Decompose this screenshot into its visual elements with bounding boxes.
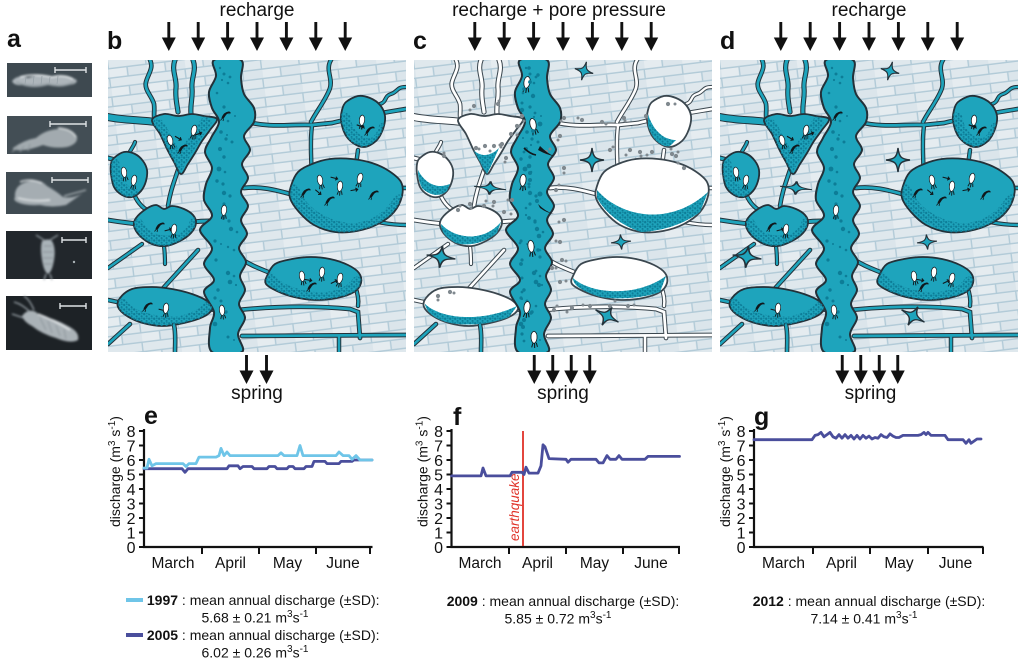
svg-text:2: 2: [434, 511, 443, 528]
svg-text:May: May: [273, 555, 303, 572]
svg-text:May: May: [580, 555, 610, 572]
svg-text:1: 1: [737, 526, 746, 543]
svg-text:5: 5: [737, 468, 746, 485]
svg-text:2: 2: [127, 511, 136, 528]
svg-text:March: March: [458, 555, 501, 572]
svg-text:0: 0: [127, 540, 136, 557]
svg-text:4: 4: [434, 482, 443, 499]
svg-text:discharge (m3 s-1): discharge (m3 s-1): [717, 416, 733, 527]
svg-text:3: 3: [737, 497, 746, 514]
svg-text:7: 7: [737, 439, 746, 456]
svg-text:March: March: [151, 555, 194, 572]
svg-text:April: April: [826, 555, 857, 572]
svg-text:discharge (m3 s-1): discharge (m3 s-1): [415, 416, 431, 527]
svg-text:April: April: [522, 555, 553, 572]
svg-text:8: 8: [127, 424, 136, 441]
svg-text:7: 7: [127, 439, 136, 456]
svg-text:4: 4: [127, 482, 136, 499]
svg-text:May: May: [884, 555, 914, 572]
svg-text:5: 5: [127, 468, 136, 485]
svg-text:8: 8: [737, 424, 746, 441]
svg-text:6: 6: [127, 453, 136, 470]
svg-text:6: 6: [434, 453, 443, 470]
svg-text:0: 0: [737, 540, 746, 557]
svg-text:earthquake: earthquake: [507, 473, 522, 541]
svg-text:5: 5: [434, 468, 443, 485]
svg-text:discharge (m3 s-1): discharge (m3 s-1): [107, 416, 123, 527]
svg-text:3: 3: [127, 497, 136, 514]
svg-text:June: June: [634, 555, 668, 572]
svg-text:7: 7: [434, 439, 443, 456]
svg-text:3: 3: [434, 497, 443, 514]
svg-text:June: June: [939, 555, 973, 572]
svg-text:6: 6: [737, 453, 746, 470]
svg-text:4: 4: [737, 482, 746, 499]
svg-text:2: 2: [737, 511, 746, 528]
svg-text:1: 1: [127, 526, 136, 543]
svg-text:1: 1: [434, 526, 443, 543]
svg-text:8: 8: [434, 424, 443, 441]
svg-text:March: March: [762, 555, 805, 572]
svg-text:June: June: [326, 555, 360, 572]
svg-text:April: April: [215, 555, 246, 572]
svg-text:0: 0: [434, 540, 443, 557]
